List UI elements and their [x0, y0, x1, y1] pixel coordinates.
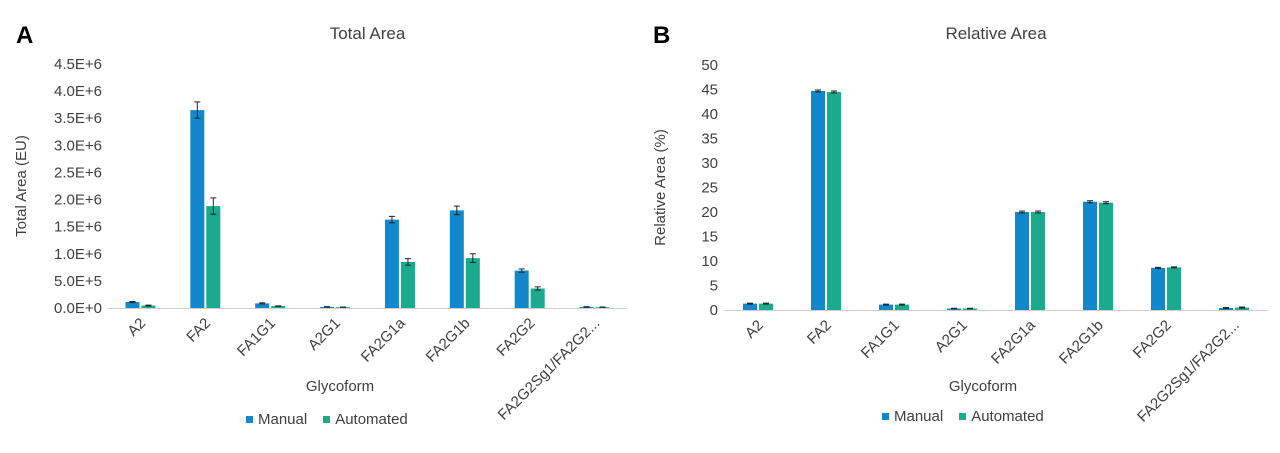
y-tick-label: 5.0E+5: [54, 273, 102, 290]
bar-manual: [1083, 201, 1097, 310]
legend-label-automated: Automated: [335, 411, 408, 428]
legend-label-automated: Automated: [971, 408, 1044, 425]
y-axis-label: Relative Area (%): [652, 129, 669, 246]
y-tick-label: 5: [710, 278, 718, 295]
x-axis-label: Glycoform: [306, 378, 374, 395]
bar-manual: [811, 90, 825, 310]
bar-automated: [530, 288, 545, 308]
bar-automated: [1031, 212, 1045, 310]
total-area-chart: Total Area 0.0E+0 5.0E+5 1.0E+6 1.5E+6 2.0E+6…: [13, 24, 627, 424]
y-tick-label: 4.0E+6: [54, 83, 102, 100]
bar-manual: [1015, 212, 1029, 310]
legend-swatch-manual: [882, 413, 889, 420]
y-tick-label: 40: [701, 106, 718, 123]
y-tick-label: 15: [701, 229, 718, 246]
legend-item-automated: Automated: [323, 411, 408, 428]
bar-manual: [125, 302, 140, 308]
y-axis-label: Total Area (EU): [13, 135, 30, 237]
bar-automated: [895, 304, 909, 310]
x-tick-label: A2G1: [932, 317, 971, 356]
x-tick-label: A2: [742, 317, 767, 342]
legend-swatch-automated: [959, 413, 967, 420]
bar-manual: [255, 303, 270, 308]
panel-letter-b: B: [653, 22, 671, 49]
x-tick-label: A2G1: [305, 315, 344, 354]
x-tick-label: A2: [124, 315, 149, 340]
x-tick-label: FA2: [804, 317, 835, 348]
y-tick-label: 4.5E+6: [54, 56, 102, 73]
y-tick-label: 25: [701, 180, 718, 197]
y-tick-label: 0: [710, 302, 718, 319]
legend-item-automated: Automated: [959, 408, 1044, 425]
chart-title: Total Area: [330, 24, 406, 43]
legend-a: Manual Automated: [246, 411, 418, 428]
y-tick-label: 1.5E+6: [54, 219, 102, 236]
bar-manual: [514, 270, 529, 308]
y-tick-label: 30: [701, 155, 718, 172]
y-tick-label: 1.0E+6: [54, 246, 102, 263]
y-tick-label: 2.5E+6: [54, 164, 102, 181]
bar-automated: [271, 306, 286, 308]
x-tick-label: FA2G1b: [423, 315, 474, 366]
legend-item-manual: Manual: [882, 408, 943, 425]
x-tick-label: FA2G2: [493, 315, 538, 360]
panel-letter-a: A: [16, 22, 34, 49]
x-axis-label: Glycoform: [949, 378, 1017, 395]
legend-label-manual: Manual: [258, 411, 308, 428]
y-tick-label: 20: [701, 204, 718, 221]
legend-item-manual: Manual: [246, 411, 307, 428]
bar-manual: [879, 304, 893, 310]
x-tick-label: FA2G2: [1130, 317, 1175, 362]
x-tick-label: FA2G1a: [358, 314, 409, 365]
x-tick-label: FA2G1b: [1056, 317, 1107, 368]
y-tick-label: 45: [701, 82, 718, 99]
x-tick-label: FA2: [183, 315, 214, 346]
bar-automated: [1099, 202, 1113, 310]
x-tick-label: FA2G1a: [988, 316, 1039, 367]
bar-manual: [743, 303, 757, 310]
bar-automated: [827, 91, 841, 310]
bar-automated: [1167, 267, 1181, 310]
legend-label-manual: Manual: [894, 408, 944, 425]
bar-automated: [465, 258, 480, 308]
y-tick-label: 3.5E+6: [54, 110, 102, 127]
y-tick-label: 10: [701, 253, 718, 270]
y-tick-label: 35: [701, 131, 718, 148]
bar-automated: [141, 305, 156, 308]
legend-b: Manual Automated: [882, 408, 1054, 425]
bar-manual: [190, 110, 205, 308]
legend-swatch-manual: [246, 416, 253, 423]
bar-manual: [1151, 267, 1165, 310]
legend-swatch-automated: [323, 416, 331, 423]
chart-title: Relative Area: [945, 24, 1047, 43]
x-tick-label: FA1G1: [858, 317, 903, 362]
bar-manual: [384, 219, 399, 308]
bar-automated: [206, 206, 221, 308]
bar-automated: [1235, 307, 1249, 310]
bar-automated: [759, 303, 773, 310]
x-tick-label: FA1G1: [234, 315, 279, 360]
bar-manual: [449, 210, 464, 308]
y-tick-label: 3.0E+6: [54, 137, 102, 154]
relative-area-chart: Relative Area 0 5 10 15 20 25 30 35 40 45 50 Relativ…: [652, 24, 1268, 426]
y-tick-label: 2.0E+6: [54, 192, 102, 209]
y-tick-label: 50: [701, 57, 718, 74]
y-tick-label: 0.0E+0: [54, 300, 102, 317]
bar-automated: [400, 261, 415, 308]
